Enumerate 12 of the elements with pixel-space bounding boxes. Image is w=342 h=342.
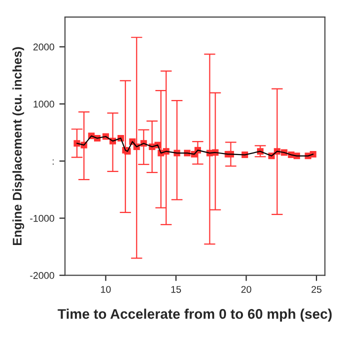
y-tick-label: :	[52, 159, 54, 165]
y-tick-label: -1000	[30, 214, 54, 222]
x-tick-label: 10	[101, 286, 111, 293]
y-tick-label: 1000	[34, 100, 54, 108]
x-axis-title: Time to Accelerate from 0 to 60 mph (sec)	[58, 308, 332, 322]
y-tick-label: -2000	[30, 272, 54, 279]
x-tick-label: 20	[241, 286, 252, 293]
point	[74, 140, 80, 147]
y-axis-title: Engine Displacement (cu. inches)	[12, 47, 24, 246]
y-tick-label: 2000	[33, 44, 54, 50]
x-tick-label: 15	[171, 286, 181, 293]
x-tick-label: 25	[312, 286, 322, 293]
